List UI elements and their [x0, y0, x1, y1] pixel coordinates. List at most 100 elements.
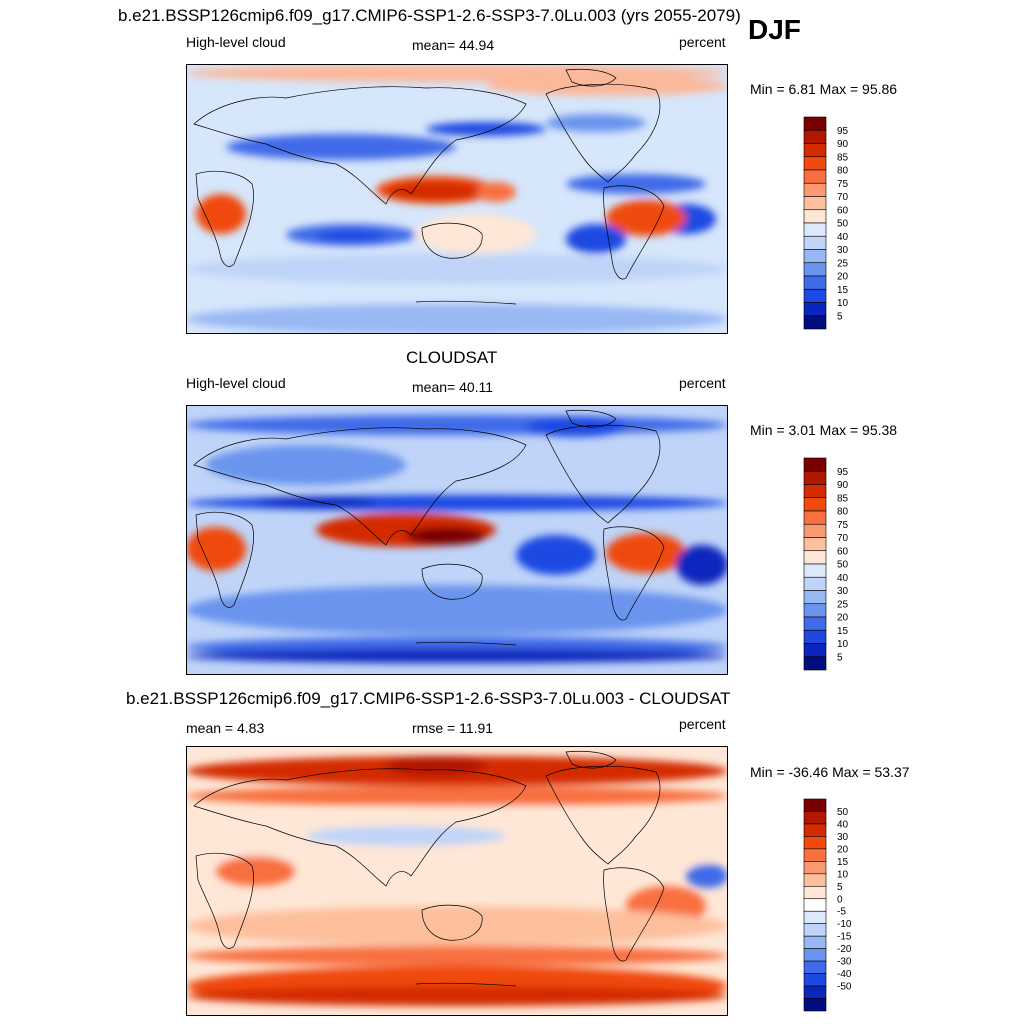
field-region	[186, 254, 728, 284]
colorbar-tick-label: 15	[837, 285, 849, 296]
map-frame	[186, 746, 728, 1016]
colorbar-box	[803, 861, 827, 875]
field-region	[416, 214, 536, 254]
coastline	[193, 86, 527, 205]
colorbar-tick-label: 5	[837, 882, 843, 893]
colorbar-box	[803, 923, 827, 937]
field-region	[386, 182, 486, 200]
colorbar-box	[803, 898, 827, 912]
coastline	[421, 904, 483, 941]
coastline	[415, 300, 517, 305]
colorbar-box	[803, 973, 827, 987]
coastline	[603, 526, 665, 621]
colorbar-box	[803, 497, 827, 512]
colorbar-box	[803, 275, 827, 290]
colorbar-box	[803, 116, 827, 131]
field-region	[186, 986, 728, 1006]
colorbar-box	[803, 656, 827, 671]
field-region	[186, 946, 728, 966]
colorbar-box	[803, 315, 827, 330]
coastline	[565, 68, 617, 87]
colorbar-tick-label: 40	[837, 573, 849, 584]
map-frame	[186, 64, 728, 334]
field-region	[186, 906, 728, 946]
coastline	[545, 83, 661, 183]
field-region	[486, 76, 728, 96]
colorbar-box	[803, 985, 827, 999]
colorbar-tick-label: 75	[837, 520, 849, 531]
colorbar-box	[803, 998, 827, 1012]
colorbar-tick-label: 70	[837, 192, 849, 203]
colorbar-box	[803, 550, 827, 565]
colorbar-box	[803, 169, 827, 184]
field-region	[186, 585, 728, 635]
map-frame	[186, 405, 728, 675]
colorbar-box	[803, 510, 827, 525]
colorbar-box	[803, 196, 827, 211]
colorbar-box	[803, 563, 827, 578]
colorbar-tick-label: 40	[837, 819, 849, 830]
colorbar-tick-label: 50	[837, 560, 849, 571]
colorbar-tick-label: 50	[837, 219, 849, 230]
colorbar-tick-label: 20	[837, 844, 849, 855]
colorbar-box	[803, 523, 827, 538]
colorbar-tick-label: 85	[837, 493, 849, 504]
field-region	[406, 527, 486, 545]
colorbar-tick-label: 95	[837, 126, 849, 137]
field-region	[516, 535, 596, 575]
colorbar-box	[803, 484, 827, 499]
coastline	[195, 852, 254, 949]
panel-2-variable-label: High-level cloud	[186, 375, 286, 391]
colorbar-tick-label: 80	[837, 166, 849, 177]
panel-3-mean-label: mean = 4.83	[186, 720, 265, 736]
colorbar-box	[803, 235, 827, 250]
field-region	[316, 230, 386, 242]
colorbar-tick-label: -40	[837, 969, 852, 980]
colorbar-box	[803, 288, 827, 303]
colorbar-tick-label: 40	[837, 232, 849, 243]
coastline	[545, 765, 661, 865]
colorbar-box	[803, 537, 827, 552]
colorbar-tick-label: 85	[837, 152, 849, 163]
colorbar-box	[803, 457, 827, 472]
colorbar-tick-label: 15	[837, 857, 849, 868]
colorbar-tick-label: 20	[837, 613, 849, 624]
field-region	[546, 114, 646, 132]
colorbar-tick-label: 10	[837, 639, 849, 650]
colorbar-box	[803, 590, 827, 605]
colorbar-tick-label: 90	[837, 139, 849, 150]
field-region	[226, 134, 456, 160]
colorbar-tick-label: 80	[837, 507, 849, 518]
panel-3-map	[186, 746, 728, 1016]
coastline	[603, 185, 665, 280]
field-region	[686, 864, 728, 888]
colorbar-tick-label: 70	[837, 533, 849, 544]
field-region	[606, 200, 686, 236]
field-region	[186, 415, 728, 435]
coastline	[195, 170, 254, 267]
field-region	[566, 174, 706, 194]
colorbar-tick-label: 30	[837, 245, 849, 256]
colorbar-box	[803, 873, 827, 887]
field-region	[306, 826, 506, 846]
field-region	[216, 856, 296, 886]
coastline	[415, 982, 517, 987]
panel-2-minmax-label: Min = 3.01 Max = 95.38	[750, 422, 898, 438]
colorbar-tick-label: -50	[837, 982, 852, 993]
colorbar-tick-label: 25	[837, 599, 849, 610]
field-region	[186, 806, 728, 886]
colorbar-box	[803, 643, 827, 658]
panel-1-title: b.e21.BSSP126cmip6.f09_g17.CMIP6-SSP1-2.…	[118, 6, 741, 25]
panel-2-units-label: percent	[679, 375, 726, 391]
panel-1-units-label: percent	[679, 34, 726, 50]
colorbar-box	[803, 848, 827, 862]
coastline	[421, 563, 483, 600]
colorbar-box	[803, 262, 827, 277]
panel-3-rmse-label: rmse = 11.91	[412, 720, 494, 736]
colorbar-tick-label: 5	[837, 311, 843, 322]
colorbar-box	[803, 156, 827, 171]
colorbar-box	[803, 182, 827, 197]
panel-3-minmax-label: Min = -36.46 Max = 53.37	[750, 764, 910, 780]
colorbar-tick-label: 20	[837, 272, 849, 283]
colorbar-tick-label: 75	[837, 179, 849, 190]
